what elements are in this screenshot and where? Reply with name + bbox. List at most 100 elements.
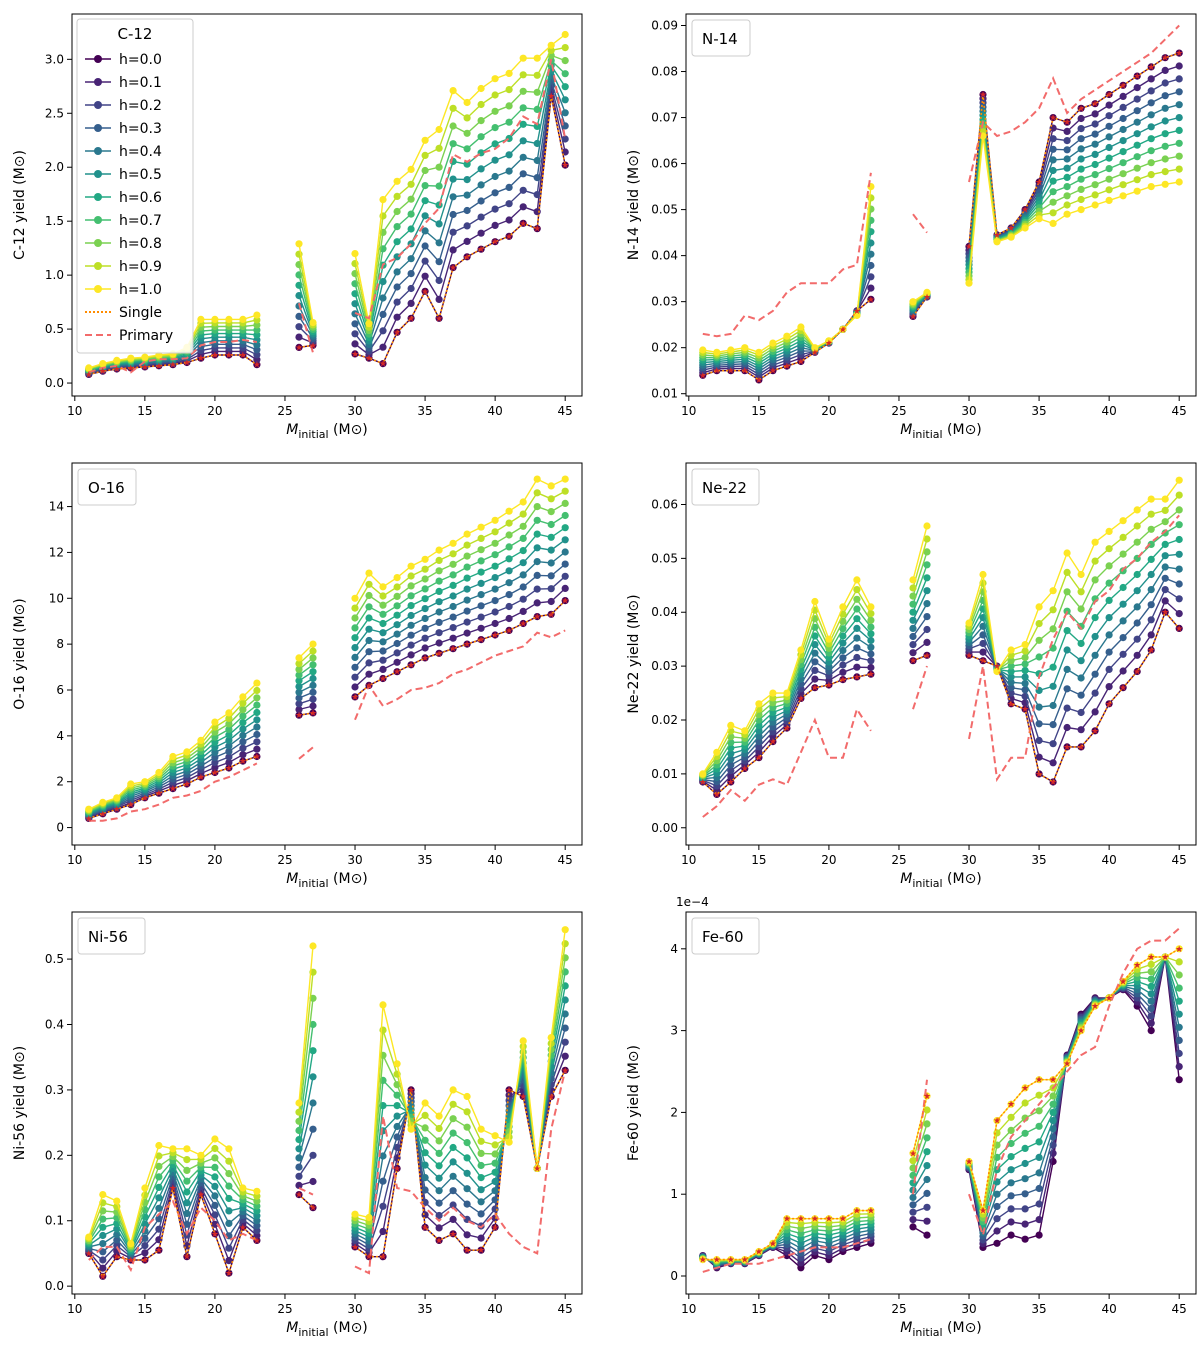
series-line-h0.9 [354, 943, 566, 1223]
series-point-h0.7 [421, 182, 429, 190]
series-point-h0.5 [1007, 673, 1015, 681]
series-point-h1.0 [85, 364, 93, 372]
series-point-h0.3 [421, 1186, 429, 1194]
series-line-h0.4 [968, 956, 1180, 1236]
series-line-h0.2 [968, 78, 1180, 254]
single-star-marker: ★ [393, 668, 401, 678]
series-line-h0.6 [354, 985, 566, 1235]
series-point-h0.6 [225, 731, 233, 739]
series-point-h0.6 [1147, 555, 1155, 564]
series-point-h0.4 [755, 732, 763, 740]
series-point-h0.5 [1091, 150, 1099, 158]
series-point-h0.3 [1175, 580, 1183, 588]
series-point-h0.3 [519, 583, 527, 591]
single-star-marker: ★ [463, 640, 471, 650]
series-point-h0.2 [379, 1202, 387, 1210]
single-star-marker: ★ [253, 1236, 261, 1246]
series-point-h0.8 [295, 665, 303, 674]
series-point-h1.0 [993, 238, 1001, 246]
single-star-marker: ★ [1105, 91, 1113, 101]
series-point-h0.5 [239, 725, 247, 733]
series-point-h0.9 [225, 714, 233, 723]
single-star-marker: ★ [155, 362, 163, 372]
series-point-h0.2 [1133, 635, 1141, 643]
series-line-h0.3 [912, 616, 928, 637]
series-point-h1.0 [853, 311, 861, 320]
series-point-h0.1 [505, 614, 513, 623]
series-point-h0.9 [463, 541, 471, 549]
series-point-h1.0 [561, 926, 569, 934]
y-tick-label: 3.0 [45, 52, 64, 66]
series-point-h0.9 [225, 1157, 233, 1165]
series-point-h0.4 [351, 653, 359, 662]
series-point-h0.0 [379, 1253, 387, 1261]
series-point-h0.1 [407, 299, 415, 307]
series-point-h0.4 [1105, 631, 1113, 639]
primary-line [968, 24, 1180, 183]
primary-line [354, 59, 567, 320]
series-point-h0.2 [1175, 75, 1183, 83]
series-point-h0.7 [1035, 653, 1043, 661]
legend-swatch-marker [94, 193, 102, 201]
series-point-h0.3 [1063, 146, 1071, 154]
x-tick-label: 10 [67, 1302, 82, 1316]
series-point-h0.3 [505, 591, 513, 599]
series-point-h0.9 [435, 556, 443, 565]
y-tick-label: 0.5 [45, 952, 64, 966]
series-point-h0.6 [1119, 148, 1127, 156]
series-point-h0.5 [309, 674, 317, 683]
series-point-h1.0 [295, 240, 303, 248]
x-axis-label: Minitial (M⊙) [286, 1320, 368, 1339]
series-point-h0.6 [561, 83, 569, 91]
series-point-h1.0 [169, 752, 177, 761]
single-star-marker: ★ [1147, 646, 1155, 656]
series-point-h0.1 [1161, 597, 1169, 605]
y-tick-label: 0.01 [651, 387, 678, 401]
series-point-h0.4 [379, 1152, 387, 1160]
y-tick-label: 0.00 [651, 821, 678, 835]
single-star-marker: ★ [491, 1223, 499, 1233]
series-point-h0.0 [211, 1230, 219, 1238]
y-tick-label: 0.4 [45, 1018, 64, 1032]
series-point-h0.3 [239, 738, 247, 746]
series-point-h0.7 [1175, 984, 1183, 992]
legend-entry-label: h=0.4 [119, 144, 162, 160]
series-line-h0.5 [354, 999, 566, 1239]
single-line [912, 654, 928, 662]
series-point-h0.7 [393, 223, 401, 231]
series-point-h0.7 [449, 1129, 457, 1137]
series-point-h0.6 [379, 619, 387, 628]
y-tick-label: 0.03 [651, 295, 678, 309]
series-point-h1.0 [965, 619, 973, 627]
series-point-h0.3 [379, 1177, 387, 1185]
series-point-h0.4 [155, 1204, 163, 1212]
legend-entry-label: h=0.2 [119, 98, 162, 114]
series-point-h1.0 [407, 1125, 415, 1133]
series-point-h0.8 [463, 1123, 471, 1131]
series-point-h0.3 [183, 1220, 191, 1228]
series-point-h0.7 [435, 182, 443, 190]
series-point-h0.5 [491, 574, 499, 582]
series-line-h0.2 [354, 575, 566, 678]
series-point-h1.0 [547, 41, 555, 49]
series-point-h0.5 [1105, 143, 1113, 152]
series-point-h0.4 [1175, 101, 1183, 109]
series-point-h0.3 [1147, 99, 1155, 107]
single-star-marker: ★ [1161, 953, 1169, 963]
series-point-h0.8 [1161, 155, 1169, 163]
series-point-h0.3 [407, 270, 415, 278]
series-point-h0.2 [449, 228, 457, 236]
series-point-h0.7 [839, 625, 847, 633]
series-point-h0.7 [309, 661, 317, 669]
series-point-h1.0 [393, 1060, 401, 1068]
series-point-h0.1 [1021, 1220, 1029, 1228]
series-point-h0.2 [253, 351, 261, 359]
series-point-h0.6 [351, 634, 359, 642]
series-point-h0.1 [379, 343, 387, 351]
series-point-h0.9 [1161, 168, 1169, 176]
series-point-h0.1 [867, 663, 875, 672]
series-point-h1.0 [811, 1215, 819, 1223]
series-point-h0.1 [727, 772, 735, 780]
x-tick-label: 35 [1031, 404, 1046, 418]
series-point-h0.0 [1161, 608, 1169, 616]
